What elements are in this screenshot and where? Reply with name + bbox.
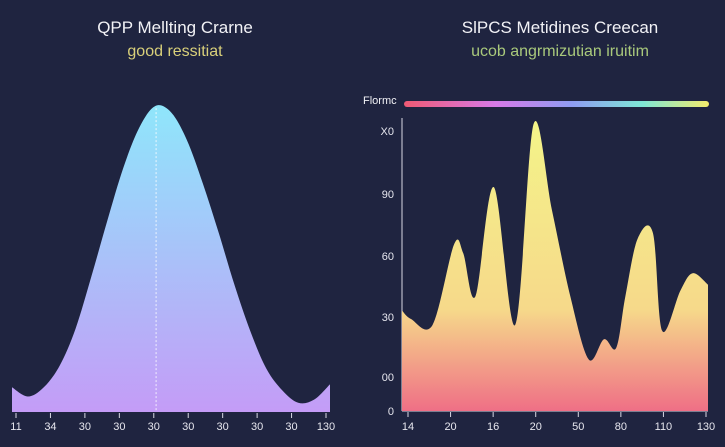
left-x-tick-label: 30 [148,421,160,433]
left-x-tick-label: 30 [79,421,91,433]
right-x-tick-label: 14 [402,421,414,433]
right-x-tick-label: 130 [697,421,715,433]
left-x-tick-label: 30 [182,421,194,433]
left-chart: 11 34 30 30 30 30 30 30 30 130 [10,105,335,433]
right-area-series [402,120,708,411]
left-area-series [12,105,330,412]
left-x-tick-label: 130 [317,421,335,433]
right-x-tick-label: 20 [530,421,542,433]
right-y-tick-label: 60 [382,251,394,263]
right-chart-subtitle: ucob angrmizutian iruitim [471,43,649,60]
right-x-tick-label: 20 [444,421,456,433]
right-x-tick-label: 80 [615,421,627,433]
right-y-tick-label: 0 [388,406,394,418]
right-y-tick-label: 30 [382,312,394,324]
right-y-tick-label: 90 [382,189,394,201]
left-x-tick-label: 30 [113,421,125,433]
right-legend-gradient-bar [404,101,709,107]
left-x-tick-label: 30 [251,421,263,433]
left-x-tick-label: 30 [285,421,297,433]
left-x-tick-label: 30 [217,421,229,433]
left-chart-title: QPP Mellting Crarne [97,18,253,37]
right-x-tick-label: 50 [572,421,584,433]
right-y-tick-label: X0 [381,126,394,138]
left-x-tick-label: 11 [10,421,21,433]
right-legend-label: Flormc [363,95,397,107]
left-x-tick-label: 34 [44,421,56,433]
left-chart-subtitle: good ressitiat [127,43,223,60]
right-y-tick-label: 00 [382,372,394,384]
right-x-tick-label: 16 [487,421,499,433]
right-x-tick-label: 110 [655,421,673,433]
right-chart-title: SlPCS Metidines Creecan [461,18,659,37]
